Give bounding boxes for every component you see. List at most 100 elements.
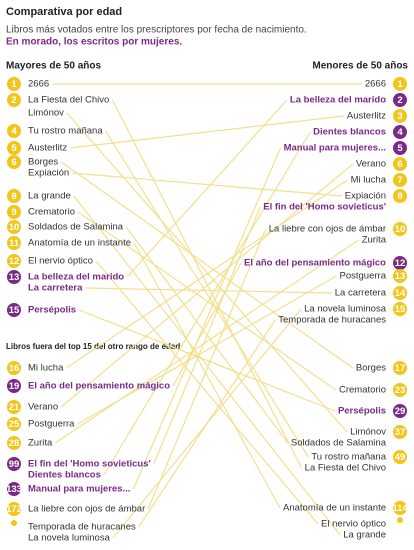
link-line (103, 131, 311, 476)
book-title: Zurita (28, 438, 53, 449)
rank-badge (7, 457, 21, 471)
book-title: Anatomía de un instante (28, 238, 131, 249)
book-title: La carretera (335, 288, 387, 299)
link-line (60, 163, 354, 408)
rank-label: 2 (397, 95, 402, 106)
book-title: La liebre con ojos de ámbar (28, 504, 145, 515)
book-title: Austerlitz (28, 143, 67, 154)
link-line (95, 260, 319, 525)
book-title: La belleza del marido (28, 272, 124, 283)
book-title: El año del pensamiento mágico (28, 381, 170, 392)
book-title: Expiación (28, 168, 69, 179)
book-title: Dientes blancos (313, 127, 386, 138)
rank-badge (7, 220, 21, 234)
book-title: Austerlitz (347, 111, 386, 122)
rank-label: 1 (397, 79, 403, 90)
rank-badge (393, 222, 407, 236)
book-title: El nervio óptico (321, 519, 386, 530)
book-title: La belleza del marido (290, 95, 386, 106)
link-line (112, 308, 302, 539)
rank-badge (393, 383, 407, 397)
dot (397, 517, 403, 523)
link-line (60, 161, 354, 369)
rank-label: 37 (395, 427, 406, 438)
book-title: El año del pensamiento mágico (244, 258, 386, 269)
right-title: Menores de 50 años (312, 61, 408, 72)
book-title: Temporada de huracanes (278, 315, 386, 326)
rank-label: 4 (11, 126, 17, 137)
rank-label: 6 (11, 157, 16, 168)
rank-badge (393, 256, 407, 270)
book-title: La novela luminosa (28, 533, 111, 544)
rank-label: 8 (397, 191, 402, 202)
link-line (105, 130, 309, 458)
chart-title: Comparativa por edad (6, 6, 122, 18)
book-title: Persépolis (28, 305, 76, 316)
book-title: Manual para mujeres... (284, 143, 386, 154)
rank-label: 114 (392, 503, 408, 514)
link-line (78, 309, 336, 412)
book-title: Mi lucha (351, 175, 387, 186)
rank-badge (393, 404, 407, 418)
book-title: La Fiesta del Chivo (28, 95, 109, 106)
rank-badge (7, 205, 21, 219)
book-title: Temporada de huracanes (28, 522, 136, 533)
rank-badge (7, 361, 21, 375)
rank-label: 5 (11, 143, 17, 154)
rank-badge (7, 189, 21, 203)
rank-label: 10 (395, 224, 406, 235)
book-title: El fin del 'Homo sovieticus' (263, 202, 386, 213)
rank-badge (7, 417, 21, 431)
link-line (77, 211, 337, 391)
rank-label: 15 (395, 304, 406, 315)
book-title: Mi lucha (28, 363, 64, 374)
rank-label: 133 (6, 484, 22, 495)
rank-label: 49 (395, 452, 406, 463)
rank-badge (393, 157, 407, 171)
rank-badge (7, 482, 21, 496)
rank-label: 28 (9, 438, 20, 449)
link-line (54, 239, 360, 444)
link-line (70, 115, 344, 149)
rank-badge (7, 270, 21, 284)
book-title: Persépolis (338, 406, 386, 417)
rank-badge (393, 361, 407, 375)
link-line (72, 172, 342, 197)
rank-label: 12 (9, 256, 20, 267)
rank-label: 8 (11, 191, 16, 202)
rank-badge (7, 254, 21, 268)
rank-label: 2 (11, 95, 16, 106)
rank-label: 7 (397, 175, 402, 186)
link-line (73, 195, 341, 536)
book-title: Borges (28, 157, 58, 168)
rank-label: 17 (395, 363, 406, 374)
book-title: 2666 (28, 79, 49, 90)
rank-badge (393, 173, 407, 187)
link-line (85, 287, 332, 294)
rank-label: 11 (9, 238, 20, 249)
rank-badge (7, 436, 21, 450)
rank-badge (7, 303, 21, 317)
rank-badge (7, 379, 21, 393)
book-title: La novela luminosa (304, 304, 387, 315)
book-title: La grande (28, 191, 71, 202)
book-title: La carretera (28, 283, 83, 294)
book-title: Dientes blancos (28, 470, 101, 481)
book-title: Postguerra (28, 419, 75, 430)
link-line (147, 228, 267, 510)
book-title: La grande (343, 530, 386, 541)
rank-badge (393, 302, 407, 316)
rank-badge (393, 425, 407, 439)
link-line (111, 99, 303, 469)
link-line (66, 179, 348, 369)
rank-label: 5 (397, 143, 403, 154)
link-line (172, 262, 242, 387)
rank-label: 9 (11, 207, 16, 218)
book-title: Zurita (362, 235, 387, 246)
rank-badge (7, 77, 21, 91)
book-title: La liebre con ojos de ámbar (269, 224, 386, 235)
rank-label: 16 (9, 363, 20, 374)
dot (11, 520, 17, 526)
book-title: Limónov (28, 108, 64, 119)
